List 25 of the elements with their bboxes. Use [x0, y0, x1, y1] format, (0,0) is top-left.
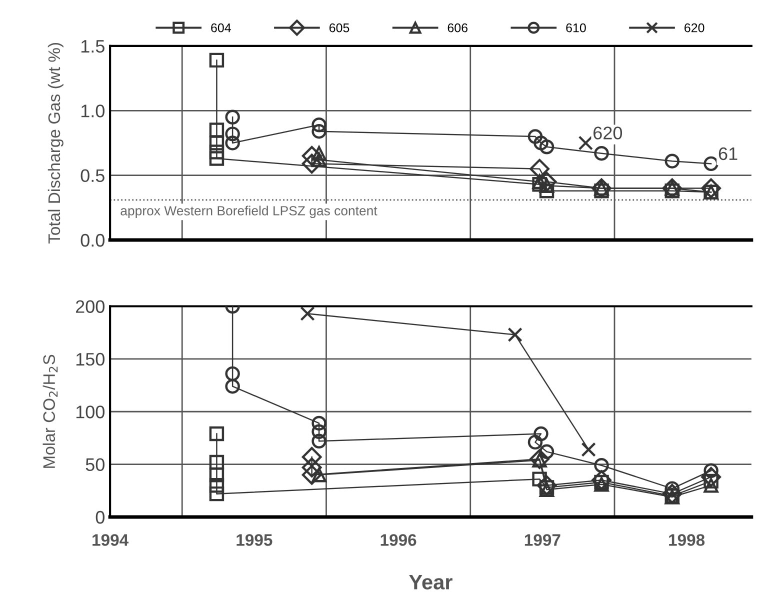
y-tick-label: 1.5: [81, 40, 104, 53]
legend-label: 610: [566, 23, 586, 32]
y-tick-label: 0.0: [80, 234, 104, 247]
legend-label: 606: [448, 23, 468, 32]
ref-line-label: approx Western Borefield LPSZ gas content: [120, 206, 378, 218]
x-tick-label: 1995: [236, 534, 272, 546]
x-tick-label: 1994: [92, 534, 129, 546]
x-tick-label: 1996: [380, 534, 416, 546]
y-tick-label: 200: [76, 300, 104, 313]
x-tick-label: 1998: [669, 534, 705, 546]
y-tick-label: 100: [76, 406, 104, 418]
y-axis-title: Molar CO$_{2}$/H$_{2}$S: [42, 354, 58, 468]
x-axis-title: Year: [409, 574, 452, 590]
x-tick-label: 1997: [524, 534, 560, 546]
y-tick-label: 0: [96, 510, 104, 524]
legend-label: 604: [211, 23, 231, 32]
y-axis-title: Total Discharge Gas (wt %): [48, 43, 64, 244]
y-tick-label: 50: [86, 458, 104, 472]
legend-label: 605: [329, 23, 350, 32]
legend-label: 620: [684, 23, 704, 32]
annotation: 61: [718, 147, 738, 160]
y-tick-label: 0.5: [80, 169, 104, 182]
annotation: 620: [594, 126, 622, 140]
y-tick-label: 150: [76, 352, 104, 366]
y-tick-label: 1.0: [81, 104, 104, 118]
